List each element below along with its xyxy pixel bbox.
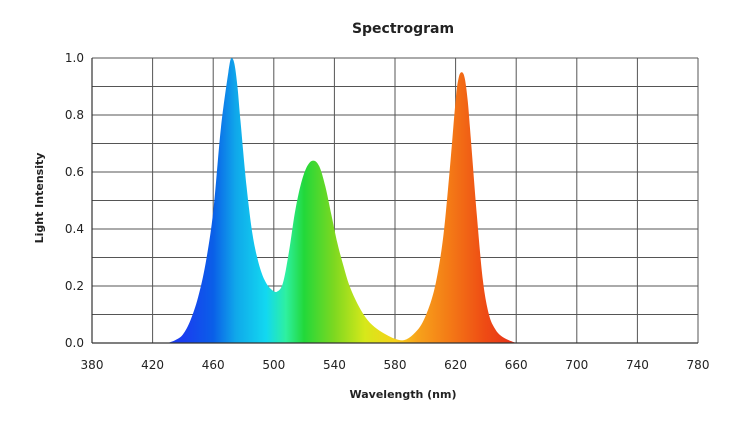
axes — [91, 58, 698, 344]
x-tick-label: 660 — [505, 358, 528, 372]
y-tick-label: 0.8 — [65, 108, 84, 122]
y-tick-label: 0.2 — [65, 279, 84, 293]
x-axis-label: Wavelength (nm) — [350, 388, 457, 401]
chart-title: Spectrogram — [352, 21, 454, 37]
y-tick-label: 0.4 — [65, 222, 84, 236]
x-tick-label: 420 — [141, 358, 164, 372]
x-tick-label: 540 — [323, 358, 346, 372]
y-axis-label: Light Intensity — [33, 153, 46, 244]
y-tick-label: 1.0 — [65, 51, 84, 65]
x-tick-label: 700 — [565, 358, 588, 372]
x-tick-label: 620 — [444, 358, 467, 372]
x-tick-label: 500 — [262, 358, 285, 372]
x-tick-label: 780 — [687, 358, 710, 372]
x-tick-label: 580 — [384, 358, 407, 372]
x-tick-label: 380 — [81, 358, 104, 372]
y-tick-label: 0.6 — [65, 165, 84, 179]
spectrum-area — [167, 58, 517, 343]
x-tick-label: 460 — [202, 358, 225, 372]
plot-area — [167, 58, 517, 343]
x-tick-label: 740 — [626, 358, 649, 372]
y-tick-label: 0.0 — [65, 336, 84, 350]
tick-labels: 380 420 460 500 540 580 620 660 700 740 780 0.0 0.2 0… — [65, 51, 710, 372]
grid — [91, 57, 699, 344]
